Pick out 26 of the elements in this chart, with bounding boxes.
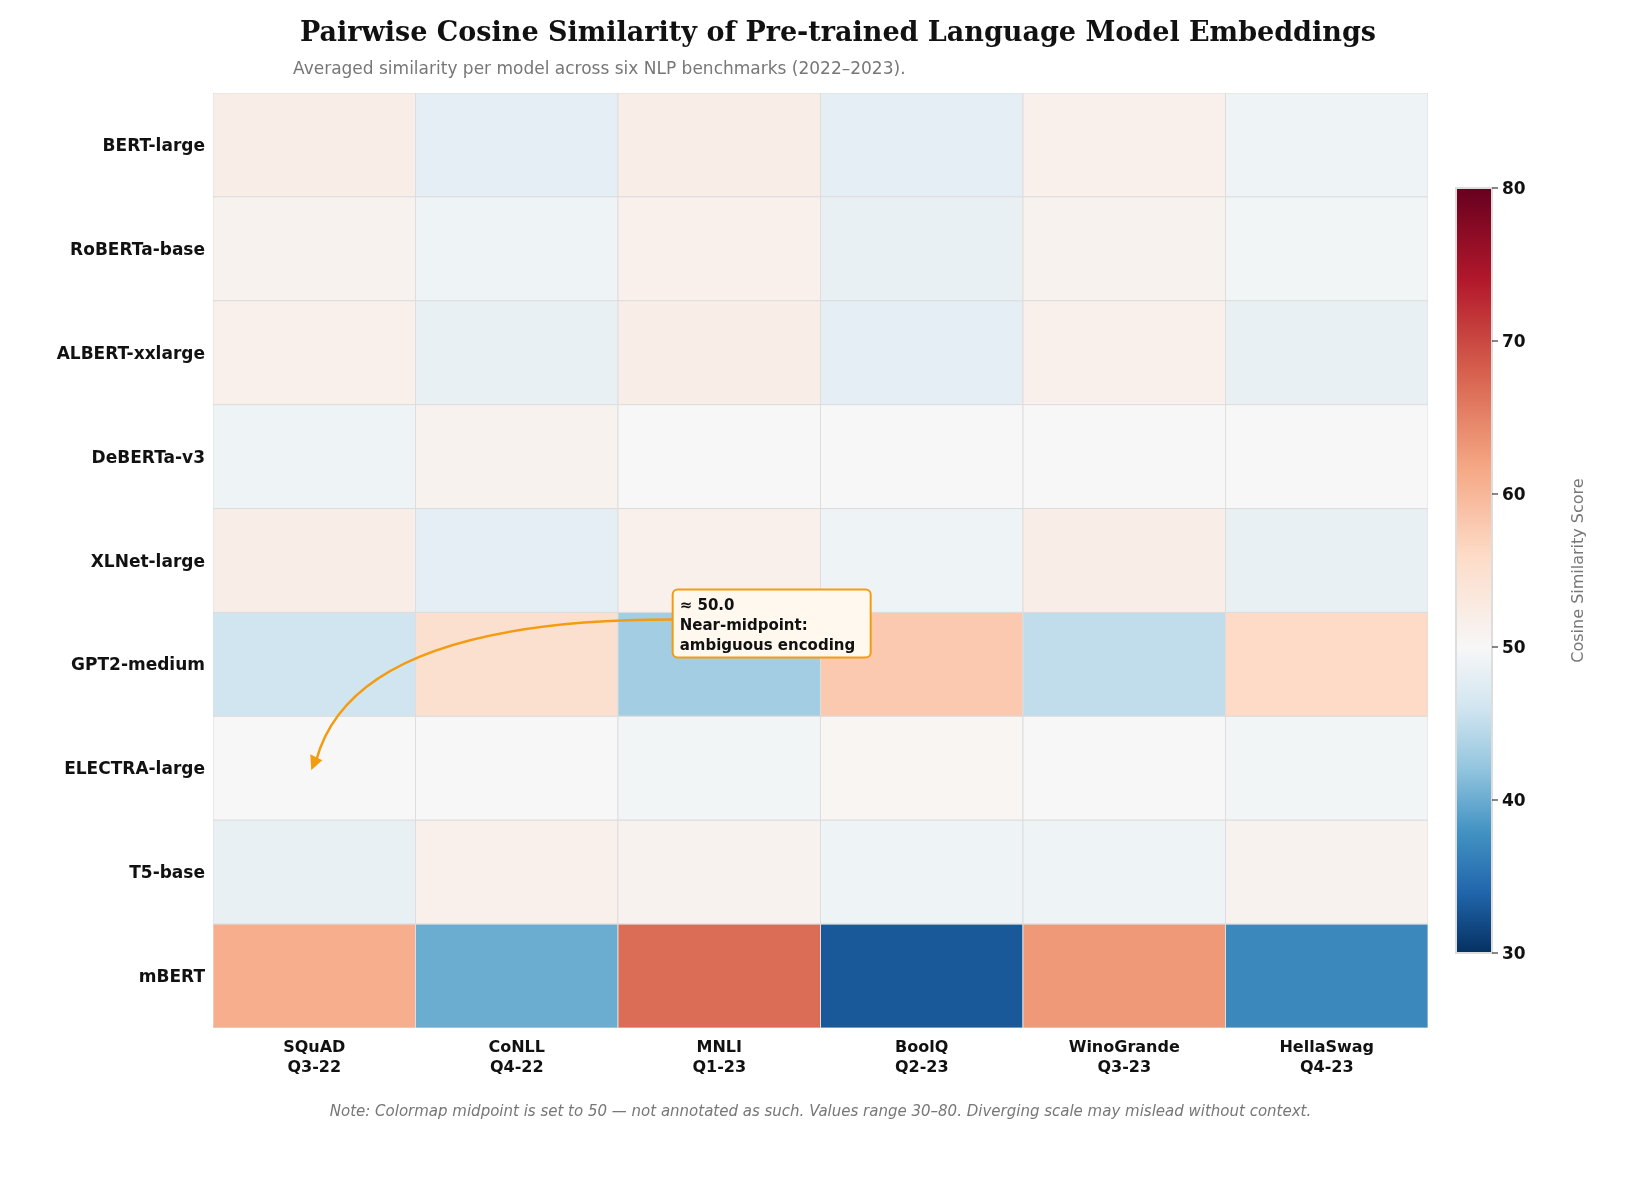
y-tick-label: mBERT [138,966,206,987]
color-bar-label: 80 [1502,178,1526,198]
color-bar-label: 30 [1502,943,1526,963]
y-tick-label: GPT2-medium [71,654,205,675]
y-tick-label: BERT-large [102,134,205,155]
y-tick-label: DeBERTa-v3 [91,446,205,467]
color-bar-label: 60 [1502,484,1526,504]
x-tick-label: CoNLL Q4-22 [488,1037,546,1076]
color-bar-label: 70 [1502,331,1526,351]
chart-title: Pairwise Cosine Similarity of Pre-trained Language Model Embeddings [299,16,1377,47]
color-bar-label: 40 [1502,790,1526,810]
annotation: ≈ 50.0 Near-midpoint: ambiguous encoding [679,595,856,654]
x-tick-label: BoolQ Q2-23 [894,1037,949,1076]
y-tick-label: T5-base [129,862,205,883]
y-tick-label: ELECTRA-large [64,758,205,779]
y-tick-label: ALBERT-xxlarge [56,342,205,363]
x-tick-label: MNLI Q1-23 [692,1037,747,1076]
y-tick-label: XLNet-large [90,550,205,571]
y-tick-label: RoBERTa-base [70,238,205,259]
x-tick-label: WinoGrande Q3-23 [1068,1037,1180,1076]
chart-subtitle: Averaged similarity per model across six NLP benchmarks (2022–2023). [293,58,906,78]
color-bar-title: Cosine Similarity Score [1568,478,1587,663]
color-bar-label: 50 [1502,637,1526,657]
x-tick-label: HellaSwag Q4-23 [1279,1037,1375,1076]
text: Note: Colormap midpoint is set to 50 — not annotated as such. Values range 30–80. Diverging scale may mislead without context. [329,1102,1312,1120]
x-tick-label: SQuAD Q3-22 [283,1037,346,1076]
